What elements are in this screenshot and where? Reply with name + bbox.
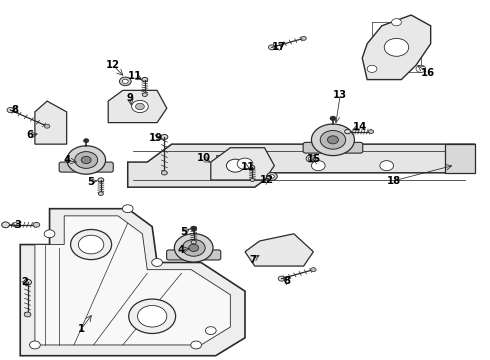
Polygon shape — [245, 234, 314, 266]
Circle shape — [71, 229, 112, 260]
Polygon shape — [128, 144, 475, 187]
Polygon shape — [108, 90, 167, 123]
Circle shape — [1, 222, 9, 228]
Circle shape — [191, 226, 196, 230]
Circle shape — [136, 103, 145, 110]
Circle shape — [142, 93, 147, 96]
Circle shape — [24, 312, 31, 317]
Circle shape — [226, 159, 244, 172]
Circle shape — [98, 192, 103, 195]
Polygon shape — [20, 209, 245, 356]
Text: 8: 8 — [12, 105, 19, 115]
Text: 2: 2 — [22, 277, 28, 287]
Circle shape — [367, 65, 377, 72]
Text: 9: 9 — [127, 93, 134, 103]
Circle shape — [142, 77, 148, 82]
Circle shape — [344, 130, 350, 134]
Text: 7: 7 — [249, 255, 256, 265]
Circle shape — [416, 65, 426, 72]
Circle shape — [81, 156, 91, 163]
Circle shape — [384, 39, 409, 56]
Circle shape — [84, 139, 89, 143]
Circle shape — [78, 235, 104, 254]
FancyBboxPatch shape — [59, 162, 113, 172]
Text: 1: 1 — [78, 324, 85, 334]
Circle shape — [269, 45, 275, 50]
Circle shape — [122, 79, 128, 84]
Circle shape — [162, 171, 167, 175]
Text: 14: 14 — [353, 122, 367, 132]
Polygon shape — [211, 148, 274, 180]
Text: 4: 4 — [178, 245, 185, 255]
Text: 16: 16 — [421, 68, 435, 78]
Text: 18: 18 — [387, 176, 401, 186]
Circle shape — [161, 134, 168, 139]
Circle shape — [250, 179, 254, 181]
Circle shape — [205, 327, 216, 334]
Text: 12: 12 — [260, 175, 274, 185]
Circle shape — [320, 131, 345, 149]
Text: 12: 12 — [106, 60, 120, 70]
Circle shape — [33, 222, 40, 227]
Circle shape — [250, 166, 255, 169]
Circle shape — [306, 155, 316, 162]
Circle shape — [182, 239, 205, 256]
Circle shape — [311, 267, 316, 272]
Circle shape — [7, 108, 14, 113]
Circle shape — [191, 226, 196, 230]
Text: 3: 3 — [14, 220, 21, 230]
Circle shape — [129, 299, 175, 333]
Circle shape — [152, 258, 162, 266]
Circle shape — [237, 158, 253, 170]
Text: 5: 5 — [180, 227, 187, 237]
Circle shape — [138, 306, 167, 327]
Text: 11: 11 — [240, 162, 255, 172]
Circle shape — [267, 172, 277, 180]
Circle shape — [45, 124, 50, 128]
Circle shape — [270, 175, 274, 178]
Circle shape — [191, 341, 201, 349]
Circle shape — [278, 276, 285, 281]
FancyBboxPatch shape — [303, 142, 363, 153]
Circle shape — [24, 279, 31, 285]
Circle shape — [301, 36, 306, 40]
Text: 4: 4 — [63, 155, 70, 165]
Polygon shape — [445, 144, 475, 173]
Circle shape — [327, 136, 339, 144]
Circle shape — [368, 130, 373, 134]
Polygon shape — [35, 216, 230, 345]
Text: 8: 8 — [283, 276, 290, 286]
Circle shape — [309, 157, 314, 160]
Text: 10: 10 — [196, 153, 211, 163]
Text: 11: 11 — [128, 71, 142, 81]
Text: 13: 13 — [333, 90, 347, 100]
Circle shape — [132, 100, 148, 113]
Circle shape — [330, 116, 336, 121]
FancyBboxPatch shape — [167, 250, 221, 260]
Circle shape — [174, 234, 213, 262]
Circle shape — [75, 152, 98, 168]
Circle shape — [122, 205, 133, 213]
Circle shape — [189, 244, 198, 252]
Circle shape — [120, 77, 131, 86]
Circle shape — [98, 178, 104, 182]
Circle shape — [191, 240, 196, 244]
Text: 19: 19 — [149, 133, 163, 143]
Circle shape — [44, 230, 55, 238]
Text: 6: 6 — [26, 130, 33, 140]
Text: 17: 17 — [272, 42, 286, 52]
Circle shape — [67, 146, 105, 174]
Polygon shape — [35, 101, 67, 144]
Polygon shape — [362, 15, 431, 80]
Circle shape — [312, 161, 325, 171]
Text: 5: 5 — [88, 177, 95, 187]
Circle shape — [392, 19, 401, 26]
Circle shape — [380, 161, 393, 171]
Text: 15: 15 — [306, 154, 320, 164]
Circle shape — [29, 341, 40, 349]
Circle shape — [312, 124, 354, 156]
